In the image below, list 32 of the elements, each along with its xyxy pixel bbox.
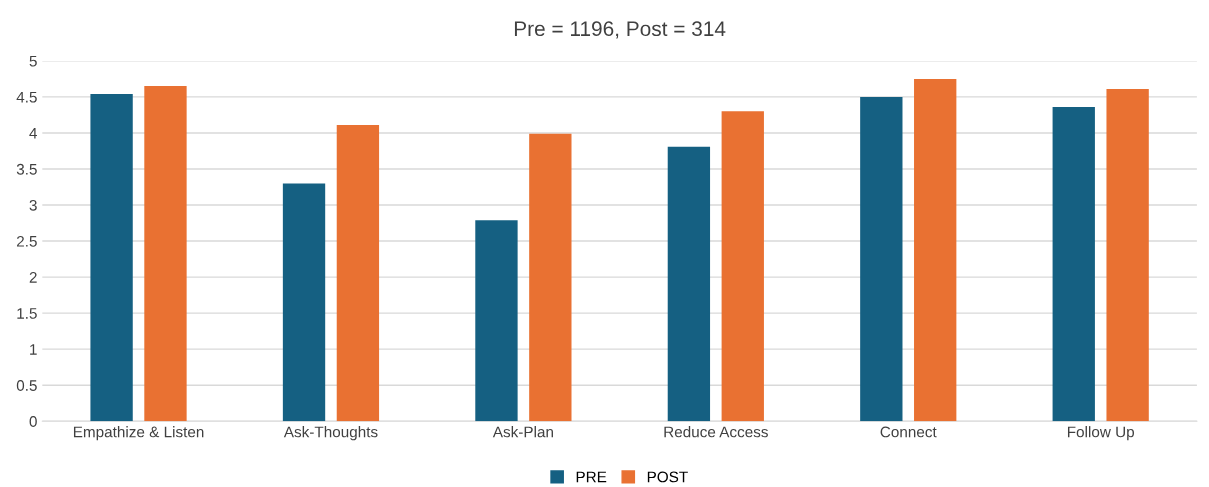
bar [860,96,903,422]
y-tick-label: 0.5 [16,380,37,391]
bar [914,78,957,422]
y-tick-label: 4 [29,127,38,139]
bar [667,146,711,422]
x-tick-label: Follow Up [1067,426,1135,441]
y-tick-label: 3 [29,199,37,211]
bar [1052,107,1095,422]
y-tick-label: 2 [29,271,37,283]
bar [721,111,764,422]
y-tick-label: 1.5 [17,308,37,319]
y-tick-label: 2.5 [16,235,37,247]
bar [90,94,133,422]
x-tick-label: Connect [880,426,937,438]
bar [336,125,380,422]
y-tick-label: 0 [29,416,37,427]
y-tick-label: 3.5 [16,163,37,175]
x-tick-label: Reduce Access [664,426,768,438]
y-tick-label: 1 [30,344,37,355]
bar [529,133,572,422]
x-tick-label: Ask-Plan [492,426,553,438]
bar [282,183,326,422]
y-tick-label: 4.5 [16,91,37,103]
bar [1106,88,1149,422]
y-tick-label: 5 [29,55,37,67]
legend-label: POST [647,471,688,483]
legend-label: PRE [576,471,607,483]
chart-title: Pre = 1196, Post = 314 [514,21,726,39]
bar [475,220,518,422]
x-tick-label: Empathize & Listen [73,426,204,441]
x-tick-label: Ask-Thoughts [283,426,378,441]
bar [144,86,187,422]
